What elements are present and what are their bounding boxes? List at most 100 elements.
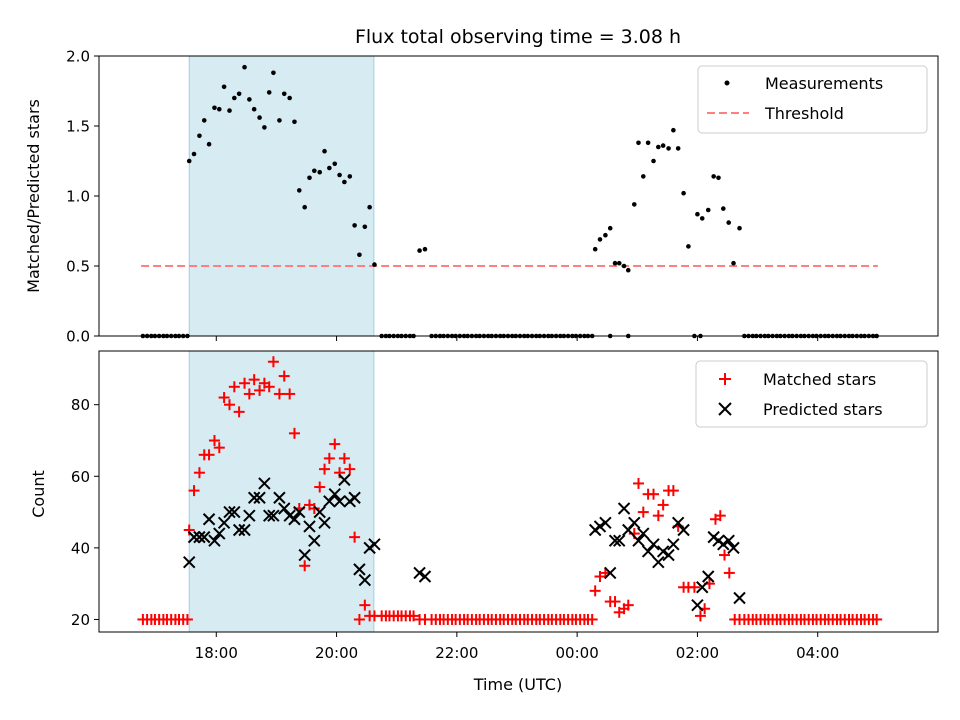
bottom-y-tick-label: 80 <box>71 396 90 414</box>
matched-star-point <box>349 531 361 543</box>
matched-star-point <box>338 452 350 464</box>
predicted-star-point <box>187 530 201 544</box>
x-tick-label: 22:00 <box>435 644 478 662</box>
measurement-point <box>197 133 202 139</box>
matched-star-point <box>648 488 660 500</box>
measurement-point <box>242 64 247 70</box>
top-legend-box <box>697 65 928 134</box>
predicted-star-point <box>303 520 316 533</box>
matched-star-point <box>344 463 356 475</box>
measurement-point <box>266 90 272 95</box>
x-tick-label: 04:00 <box>796 644 839 662</box>
top-legend: Measurements Threshold <box>697 65 928 134</box>
measurement-point <box>711 174 716 179</box>
measurement-point <box>675 146 681 151</box>
matched-star-point <box>667 485 679 497</box>
predicted-star-point <box>667 538 680 551</box>
measurement-point <box>236 91 242 97</box>
measurement-point <box>681 190 686 196</box>
predicted-star-point <box>247 491 261 504</box>
predicted-star-point <box>348 491 361 504</box>
predicted-star-point <box>647 538 660 551</box>
predicted-star-point <box>353 563 366 576</box>
matched-star-point <box>278 370 290 382</box>
measurement-point <box>247 97 252 102</box>
predicted-star-point <box>617 502 631 515</box>
predicted-star-point <box>278 502 291 515</box>
matched-star-point <box>248 374 260 386</box>
top-y-tick-label: 2.0 <box>66 48 90 66</box>
predicted-star-point <box>717 538 730 551</box>
predicted-star-point <box>637 527 650 540</box>
predicted-star-point <box>662 548 675 562</box>
matched-star-point <box>224 399 236 411</box>
matched-star-point <box>652 510 664 522</box>
predicted-star-point <box>217 516 231 530</box>
matched-star-point <box>233 406 245 418</box>
matched-star-point <box>408 610 420 622</box>
predicted-star-point <box>202 513 216 526</box>
matched-star-point <box>694 610 706 622</box>
matched-star-point <box>243 388 255 400</box>
measurement-point <box>422 246 428 252</box>
matched-star-point <box>657 499 669 511</box>
predicted-star-point <box>318 516 331 530</box>
measurement-point <box>322 148 327 154</box>
predicted-star-point <box>183 555 196 569</box>
measurement-point <box>686 244 691 249</box>
matched-star-point <box>181 613 193 625</box>
measurement-point <box>737 225 742 231</box>
measurement-point <box>731 260 736 266</box>
measurement-point <box>651 158 656 164</box>
measurement-point <box>645 140 651 146</box>
measurement-point <box>607 225 613 231</box>
measurement-point <box>417 248 422 253</box>
predicted-star-point <box>702 570 715 583</box>
matched-star-point <box>273 388 285 400</box>
measurement-point <box>716 175 721 181</box>
predicted-star-point <box>258 477 271 490</box>
matched-star-point <box>188 485 200 497</box>
predicted-star-point <box>677 523 690 537</box>
measurement-point <box>347 174 353 179</box>
matched-star-point <box>299 560 311 572</box>
predicted-star-point <box>628 516 641 530</box>
legend-matched-label: Matched stars <box>763 370 876 389</box>
predicted-star-point <box>358 573 372 587</box>
measurement-point <box>621 263 627 269</box>
predicted-star-point <box>223 505 236 519</box>
matched-star-point <box>718 549 730 561</box>
predicted-star-point <box>213 527 226 540</box>
measurement-point <box>362 224 368 230</box>
predicted-star-point <box>733 591 746 605</box>
measurement-point <box>640 174 646 179</box>
matched-star-point <box>723 567 735 579</box>
measurement-point <box>660 143 666 148</box>
measurement-point <box>186 158 192 164</box>
measurement-point <box>332 161 338 167</box>
measurement-point <box>271 70 276 76</box>
matched-star-point <box>323 452 335 464</box>
matched-star-point <box>308 503 320 515</box>
predicted-star-point <box>604 566 617 580</box>
matched-star-point <box>228 381 240 393</box>
measurement-point <box>212 105 217 111</box>
predicted-star-point <box>418 570 432 583</box>
predicted-star-point <box>308 534 321 547</box>
matched-star-point <box>213 442 225 454</box>
predicted-star-point <box>273 491 286 504</box>
matched-star-point <box>284 388 296 400</box>
measurement-point <box>367 204 372 210</box>
measurement-point <box>262 125 267 130</box>
predicted-star-point <box>608 534 622 547</box>
matched-star-point <box>208 434 220 446</box>
matched-star-point <box>586 613 598 625</box>
measurement-point <box>603 232 608 238</box>
matched-star-point <box>871 613 883 625</box>
measurement-point <box>631 202 637 207</box>
predicted-star-point <box>293 505 306 519</box>
top-y-axis-label: Matched/Predicted stars <box>24 99 43 293</box>
matched-star-point <box>353 613 365 625</box>
